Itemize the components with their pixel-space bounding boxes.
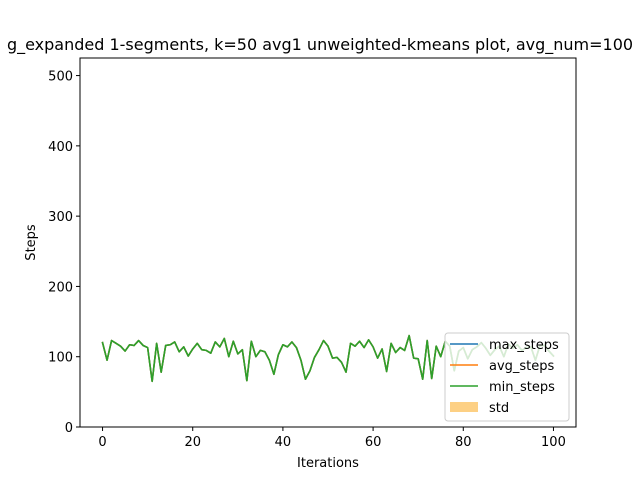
- legend-label-avg-steps: avg_steps: [489, 359, 555, 374]
- legend: max_steps avg_steps min_steps std: [444, 332, 570, 422]
- y-tick-label: 0: [65, 421, 73, 436]
- x-axis-ticks: 0 20 40 60 80 100: [98, 427, 566, 450]
- y-tick-label: 200: [48, 280, 73, 295]
- x-tick-label: 80: [455, 435, 472, 450]
- x-axis-label: Iterations: [297, 456, 359, 471]
- y-tick-label: 500: [48, 70, 73, 85]
- legend-swatch-std: [450, 402, 478, 412]
- x-tick-label: 60: [365, 435, 382, 450]
- legend-label-max-steps: max_steps: [489, 338, 559, 353]
- plot-frame: [79, 57, 577, 428]
- y-axis-ticks: 0 100 200 300 400 500: [48, 70, 80, 436]
- y-tick-label: 400: [48, 140, 73, 155]
- legend-box: [444, 332, 570, 422]
- x-tick-label: 40: [275, 435, 292, 450]
- y-axis-label: Steps: [24, 224, 39, 261]
- x-tick-label: 20: [184, 435, 201, 450]
- y-tick-label: 300: [48, 210, 73, 225]
- chart-title: g_expanded 1-segments, k=50 avg1 unweigh…: [7, 35, 633, 55]
- x-tick-label: 100: [541, 435, 566, 450]
- legend-label-min-steps: min_steps: [489, 380, 555, 395]
- legend-label-std: std: [489, 401, 509, 416]
- y-tick-label: 100: [48, 351, 73, 366]
- x-tick-label: 0: [98, 435, 106, 450]
